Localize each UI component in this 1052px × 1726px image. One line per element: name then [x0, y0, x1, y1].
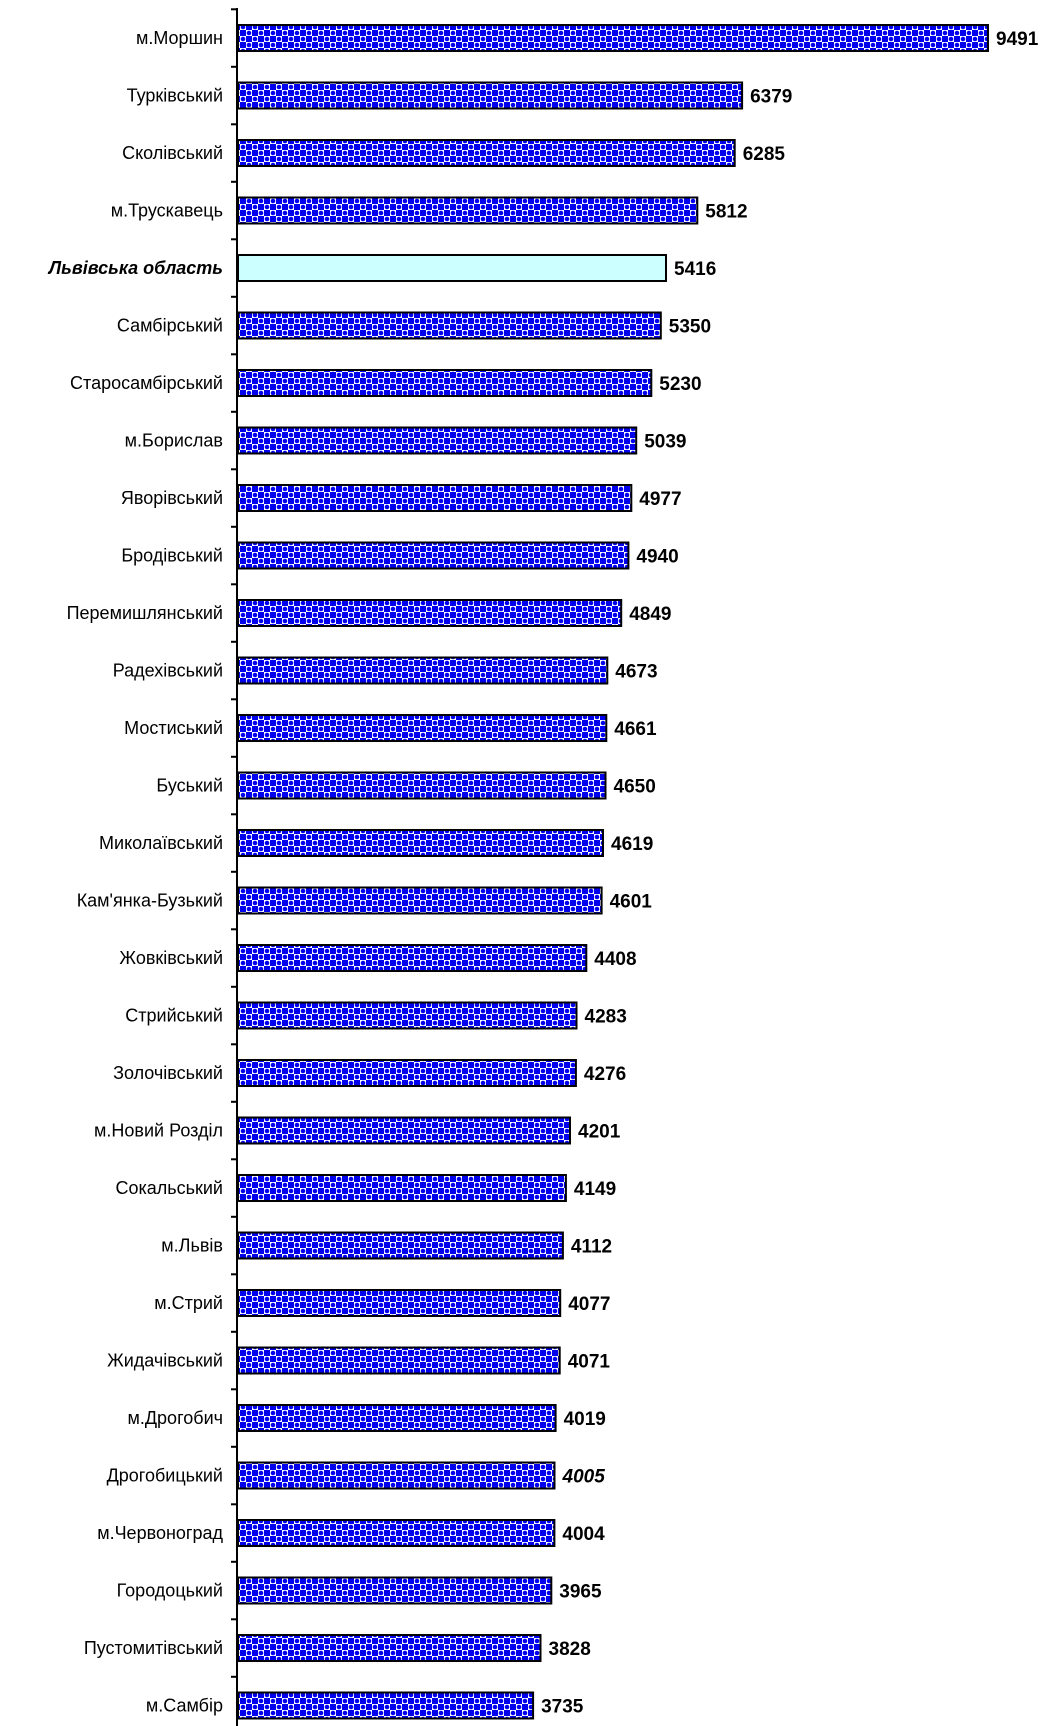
bar	[237, 369, 653, 397]
category-label: Стрийський	[125, 1006, 223, 1026]
y-axis-ticks	[231, 8, 237, 1678]
bar	[237, 1519, 556, 1547]
bar	[237, 1576, 553, 1605]
category-label: Львівська область	[47, 258, 223, 278]
value-label: 4149	[574, 1179, 616, 1200]
bar	[237, 771, 607, 800]
category-label: Кам'янка-Бузький	[77, 891, 223, 911]
category-label: Яворівський	[121, 488, 223, 508]
value-label: 9491	[996, 29, 1039, 50]
value-label: 5350	[669, 317, 711, 338]
category-label: Миколаївський	[99, 833, 223, 853]
value-label: 4283	[585, 1007, 627, 1028]
category-label: Турківський	[127, 86, 223, 106]
value-label: 4849	[629, 604, 671, 625]
category-label: Самбірський	[117, 316, 223, 336]
value-label: 3735	[541, 1697, 584, 1718]
value-label: 3965	[559, 1582, 602, 1603]
bar	[237, 944, 588, 972]
value-label: 4661	[614, 719, 657, 740]
bar	[237, 1289, 562, 1317]
value-label: 4601	[610, 892, 653, 913]
category-label: Мостиський	[124, 718, 223, 738]
bar	[237, 886, 603, 915]
bar	[237, 1691, 535, 1720]
bar	[237, 196, 699, 225]
category-label: м.Новий Розділ	[94, 1121, 223, 1141]
category-label: Дрогобицький	[107, 1466, 223, 1486]
value-label: 4619	[611, 834, 653, 855]
bar	[237, 1116, 571, 1145]
bar	[237, 1059, 577, 1087]
bar	[237, 311, 662, 340]
bar	[237, 829, 604, 857]
value-label: 4019	[564, 1409, 606, 1430]
category-label: Перемишлянський	[67, 603, 223, 623]
category-label: м.Самбір	[146, 1696, 223, 1716]
bar	[237, 139, 736, 167]
value-label: 4004	[562, 1524, 605, 1545]
category-label: Пустомитівський	[84, 1638, 223, 1658]
category-label: м.Трускавець	[111, 201, 223, 221]
category-label: Городоцький	[117, 1581, 223, 1601]
value-label: 4005	[562, 1467, 606, 1488]
value-label: 3828	[549, 1639, 591, 1660]
value-label: 4673	[615, 662, 657, 683]
value-label: 5039	[644, 432, 686, 453]
value-label: 4077	[568, 1294, 610, 1315]
bar	[237, 254, 667, 282]
bar	[237, 81, 744, 110]
bar	[237, 656, 609, 685]
bar	[237, 484, 633, 512]
labels-layer: м.Моршин 9491 Турківський 6379 Сколівський 62…	[47, 28, 1039, 1718]
bar	[237, 714, 608, 742]
bar	[237, 1174, 567, 1202]
bar	[237, 541, 630, 570]
category-label: м.Червоноград	[97, 1523, 223, 1543]
bar	[237, 426, 638, 455]
bar	[237, 1461, 556, 1490]
value-label: 5230	[659, 374, 701, 395]
value-label: 4940	[636, 547, 678, 568]
category-label: м.Моршин	[136, 28, 223, 48]
value-label: 4276	[584, 1064, 626, 1085]
category-label: Бродівський	[121, 546, 223, 566]
bar	[237, 1231, 564, 1260]
bars-layer	[237, 24, 989, 1720]
category-label: Сколівський	[122, 143, 223, 163]
category-label: Жидачівський	[107, 1351, 223, 1371]
value-label: 4201	[578, 1122, 621, 1143]
category-label: м.Дрогобич	[127, 1408, 223, 1428]
value-label: 5812	[705, 202, 747, 223]
category-label: Золочівський	[113, 1063, 223, 1083]
category-label: Старосамбірський	[70, 373, 223, 393]
value-label: 4408	[594, 949, 636, 970]
bar	[237, 1001, 578, 1030]
value-label: 5416	[674, 259, 716, 280]
value-label: 4112	[571, 1237, 612, 1258]
category-label: м.Стрий	[154, 1293, 223, 1313]
category-label: Жовківський	[119, 948, 223, 968]
value-label: 4650	[614, 777, 656, 798]
value-label: 6285	[743, 144, 786, 165]
value-label: 4071	[568, 1352, 611, 1373]
bar	[237, 24, 989, 52]
category-label: м.Борислав	[125, 431, 223, 451]
bar	[237, 599, 623, 627]
category-label: м.Львів	[161, 1236, 223, 1256]
value-label: 4977	[639, 489, 681, 510]
category-label: Сокальський	[115, 1178, 223, 1198]
category-label: Радехівський	[113, 661, 223, 681]
value-label: 6379	[750, 87, 792, 108]
category-label: Буський	[156, 776, 223, 796]
bar	[237, 1404, 557, 1432]
bar	[237, 1634, 542, 1662]
bar	[237, 1346, 561, 1375]
